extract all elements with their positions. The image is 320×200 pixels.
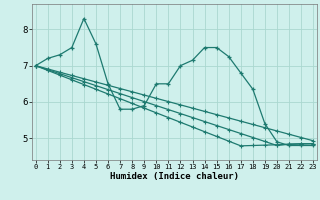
X-axis label: Humidex (Indice chaleur): Humidex (Indice chaleur) xyxy=(110,172,239,181)
